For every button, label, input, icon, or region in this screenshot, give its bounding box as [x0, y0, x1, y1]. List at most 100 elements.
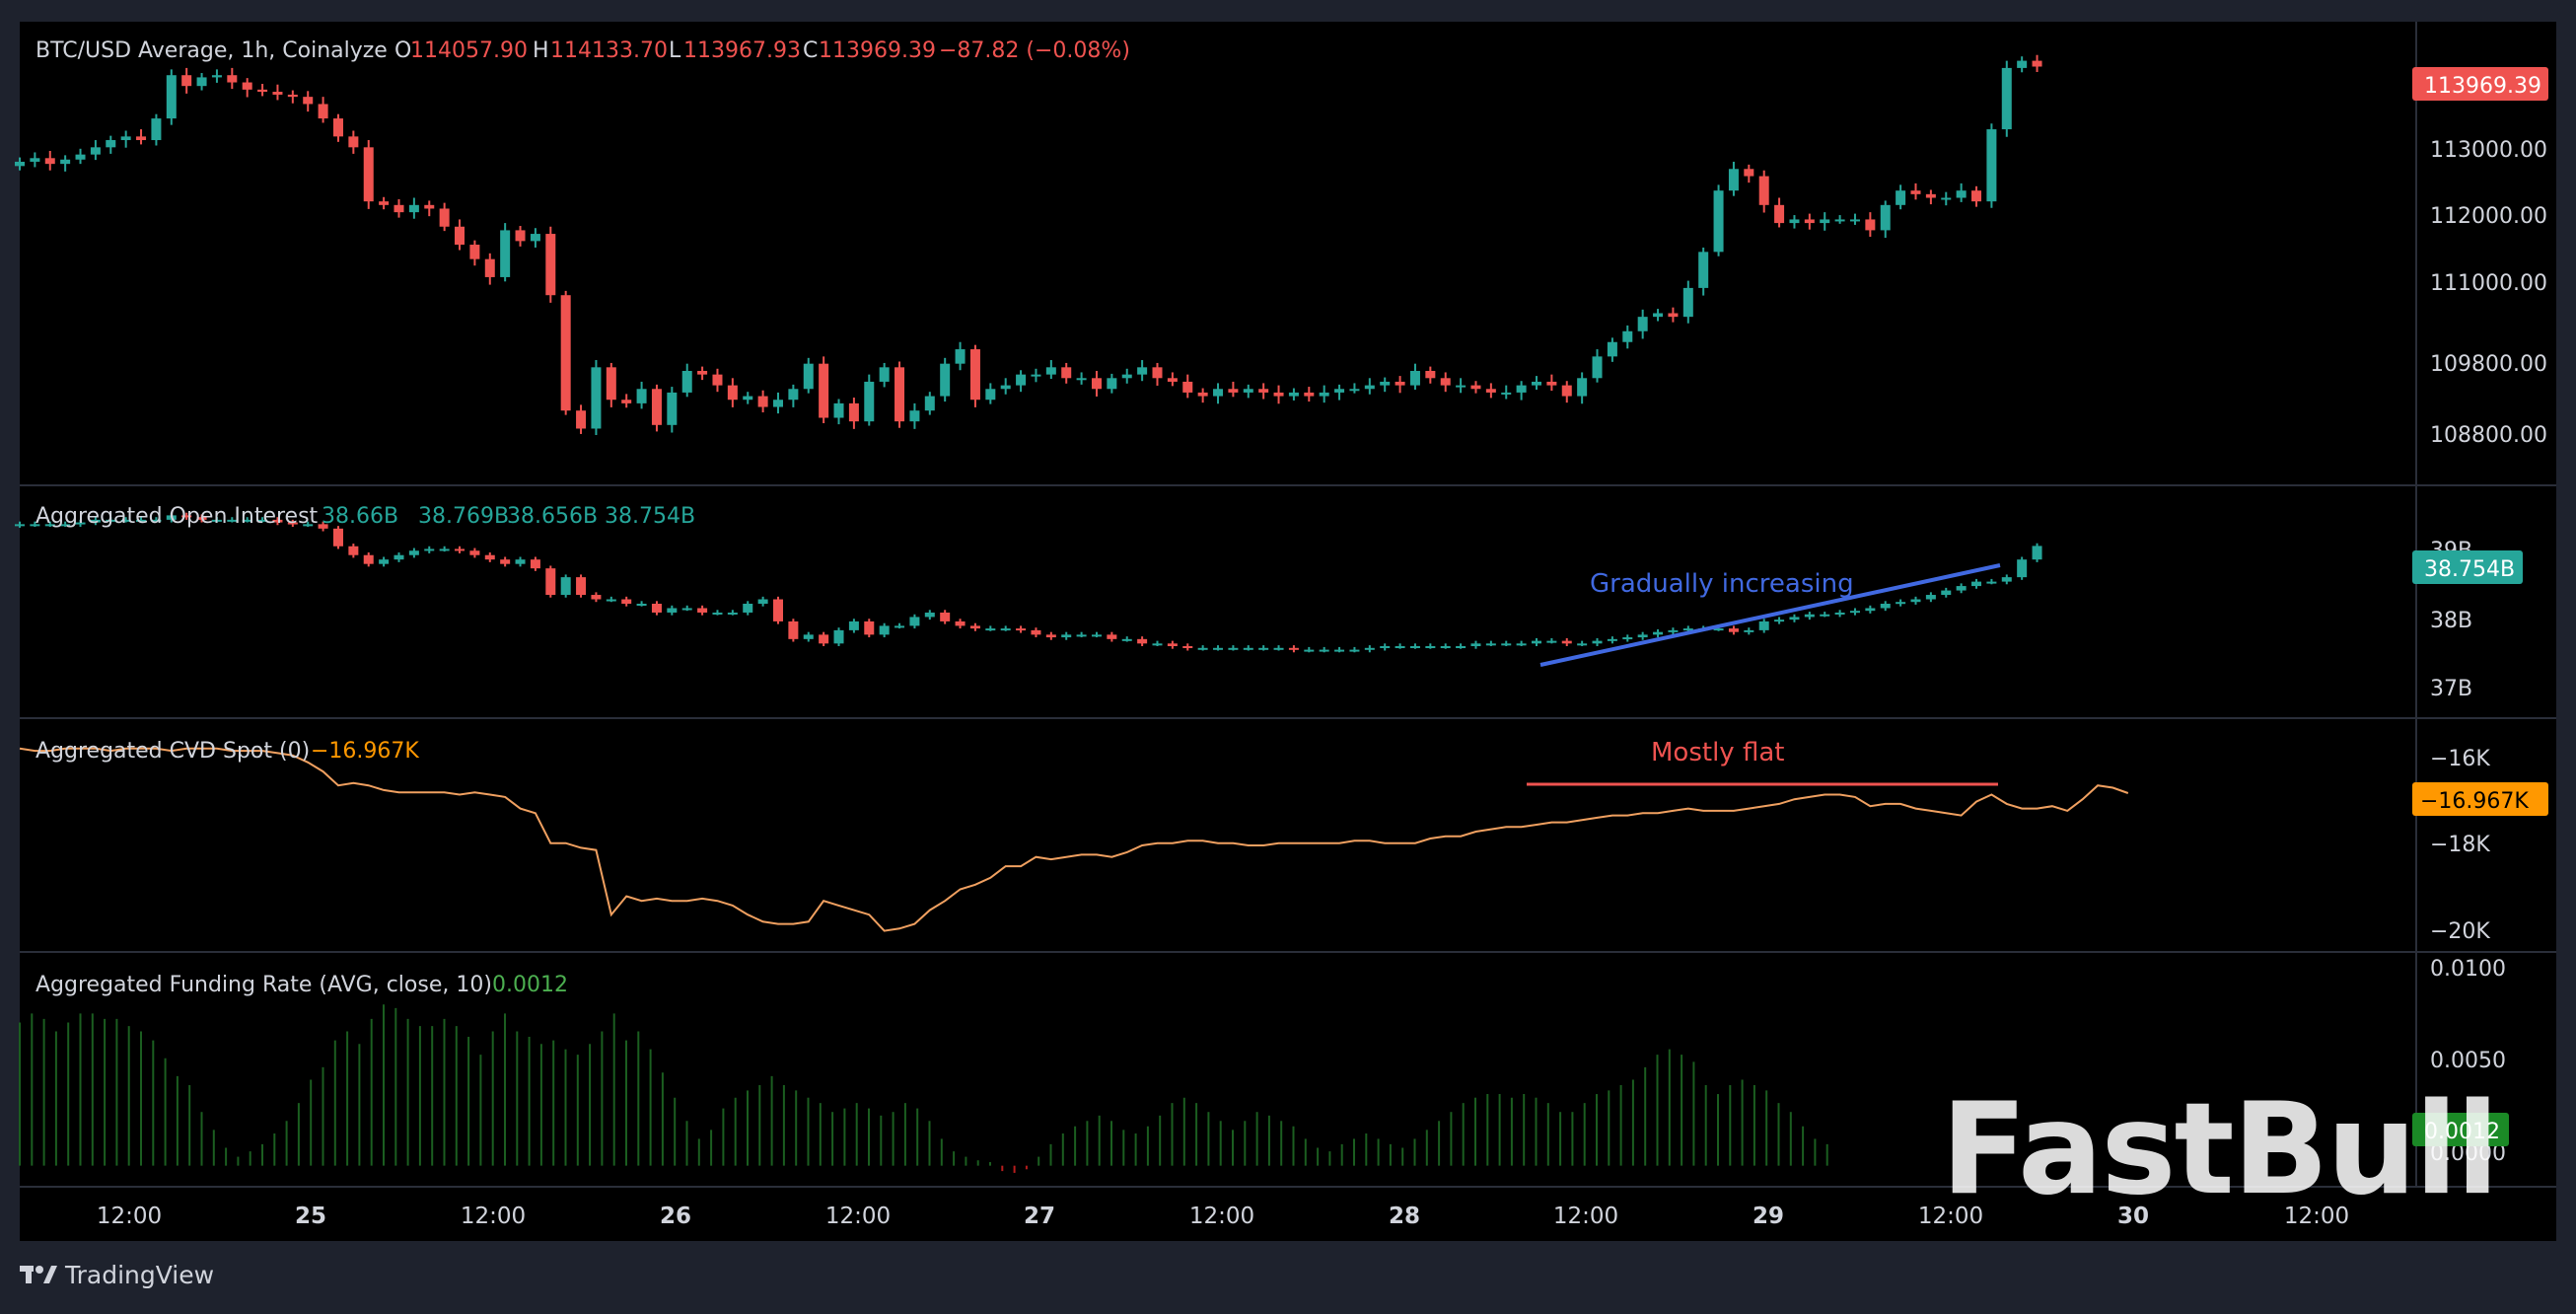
price-candle	[2001, 67, 2012, 130]
open-interest-pane	[15, 512, 2042, 653]
oi-candle	[530, 559, 540, 569]
price-candle	[1834, 219, 1845, 222]
funding-value: 0.0012	[492, 973, 568, 997]
price-candle	[879, 367, 890, 382]
price-candle	[1592, 356, 1603, 379]
price-tick: 111000.00	[2430, 271, 2547, 296]
price-candle	[1319, 392, 1329, 397]
oi-candle	[697, 608, 708, 613]
price-candle	[469, 245, 480, 259]
oi-candle	[1152, 643, 1163, 646]
oi-candle	[1713, 628, 1724, 631]
oi-annotation-text: Gradually increasing	[1590, 569, 1854, 599]
price-tick: 113000.00	[2430, 138, 2547, 163]
oi-candle	[1532, 640, 1541, 644]
oi-value-open: 38.66B	[322, 504, 398, 529]
price-candle	[1637, 317, 1648, 331]
price-candle	[500, 230, 511, 277]
oi-candle	[1137, 638, 1148, 644]
fastbull-watermark: FastBull	[1941, 1076, 2499, 1223]
oi-candle	[1849, 611, 1860, 614]
price-candle	[151, 118, 162, 141]
price-candle	[166, 75, 177, 119]
oi-candle	[1956, 586, 1967, 591]
oi-candle	[2001, 577, 2012, 582]
price-candle	[408, 204, 419, 213]
price-candle	[773, 400, 783, 407]
oi-candle	[196, 517, 207, 520]
oi-candle	[1395, 646, 1405, 649]
price-candle	[1273, 392, 1284, 397]
price-candle	[2032, 60, 2042, 67]
time-tick: 27	[1024, 1204, 1055, 1229]
price-candle	[1425, 370, 1436, 379]
price-candle	[576, 410, 587, 429]
price-candle	[621, 400, 632, 403]
price-candle	[1485, 389, 1496, 393]
price-candle	[819, 363, 829, 418]
oi-candle	[1319, 649, 1329, 652]
cvd-last-badge-bg	[2412, 782, 2548, 816]
price-candle	[394, 204, 404, 213]
price-candle	[332, 118, 343, 137]
oi-candle	[1380, 646, 1391, 649]
price-candle	[1258, 389, 1269, 393]
price-candle	[1668, 313, 1679, 318]
oi-candle	[1577, 643, 1588, 646]
oi-candle	[773, 599, 783, 621]
oi-candle	[1440, 646, 1451, 649]
price-candle	[211, 75, 222, 78]
oi-candle	[1925, 595, 1936, 600]
price-candle	[1849, 219, 1860, 222]
price-candle	[1334, 389, 1345, 393]
price-candle	[181, 75, 192, 87]
price-candle	[1713, 190, 1724, 253]
price-candle	[455, 226, 465, 246]
price-candle	[1243, 389, 1253, 393]
cvd-value: −16.967K	[311, 739, 419, 764]
time-tick: 26	[660, 1204, 691, 1229]
oi-candle	[1941, 590, 1952, 596]
price-candle	[1121, 374, 1132, 379]
oi-candle	[75, 522, 86, 525]
oi-candle	[15, 524, 25, 527]
price-candle	[1971, 190, 1982, 202]
price-candle	[1820, 219, 1830, 224]
price-ohlc: O 114057.90 H 114133.70 L 113967.93 C 11…	[394, 38, 1130, 63]
price-candle	[318, 104, 328, 119]
price-candle	[120, 136, 131, 141]
oi-candle	[1728, 628, 1739, 632]
oi-candle	[1470, 643, 1481, 647]
oi-candle	[1485, 643, 1496, 646]
oi-candle	[515, 559, 526, 564]
price-candle	[1956, 190, 1967, 198]
oi-candle	[106, 519, 116, 522]
oi-candle	[1228, 647, 1239, 650]
oi-candle	[1167, 643, 1178, 647]
price-candle	[1395, 381, 1405, 386]
price-candle	[1364, 385, 1375, 390]
oi-tick: 38B	[2430, 609, 2472, 633]
oi-candle	[484, 554, 495, 560]
oi-candle	[1820, 614, 1830, 617]
oi-candle	[1456, 646, 1467, 649]
tradingview-logo[interactable]: TradingView	[20, 1255, 214, 1294]
funding-last-badge-text: 0.0012	[2424, 1120, 2500, 1144]
price-candle	[1865, 219, 1876, 231]
oi-candle	[30, 524, 40, 527]
tradingview-brand-text: TradingView	[65, 1260, 215, 1289]
oi-last-badge-bg	[2412, 550, 2523, 584]
price-candle	[1167, 378, 1178, 382]
price-candle	[1653, 313, 1664, 318]
price-candle	[227, 75, 238, 83]
oi-candle	[1091, 634, 1102, 637]
price-candle	[940, 363, 951, 397]
time-tick: 12:00	[1918, 1204, 1983, 1229]
oi-candle	[151, 519, 162, 522]
oi-candle	[924, 612, 935, 618]
oi-candle	[257, 519, 268, 522]
oi-candle	[1896, 602, 1906, 605]
price-candle	[379, 201, 390, 205]
